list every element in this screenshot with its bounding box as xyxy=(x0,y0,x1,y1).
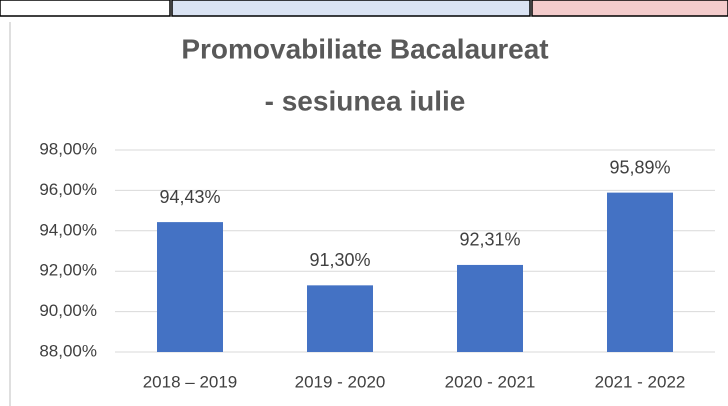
x-tick-label: 2018 – 2019 xyxy=(143,372,238,391)
x-tick-label: 2021 - 2022 xyxy=(595,372,686,391)
table-cell xyxy=(171,0,531,17)
y-tick-label: 96,00% xyxy=(39,180,97,199)
y-tick-label: 88,00% xyxy=(39,341,97,360)
data-label: 92,31% xyxy=(459,230,520,250)
data-label: 94,43% xyxy=(159,187,220,207)
bar xyxy=(157,222,223,352)
bar xyxy=(457,264,523,352)
y-tick-label: 90,00% xyxy=(39,301,97,320)
data-label: 95,89% xyxy=(609,157,670,177)
x-tick-label: 2019 - 2020 xyxy=(295,372,386,391)
data-label: 91,30% xyxy=(309,250,370,270)
y-tick-label: 94,00% xyxy=(39,220,97,239)
bar xyxy=(307,285,373,352)
table-cell xyxy=(531,0,728,17)
y-tick-label: 92,00% xyxy=(39,261,97,280)
table-cell xyxy=(0,0,171,17)
y-tick-label: 98,00% xyxy=(39,139,97,158)
chart-title: - sesiunea iulie xyxy=(265,85,466,116)
x-tick-label: 2020 - 2021 xyxy=(445,372,536,391)
chart-title: Promovabiliate Bacalaureat xyxy=(181,33,548,64)
bar xyxy=(607,192,673,352)
